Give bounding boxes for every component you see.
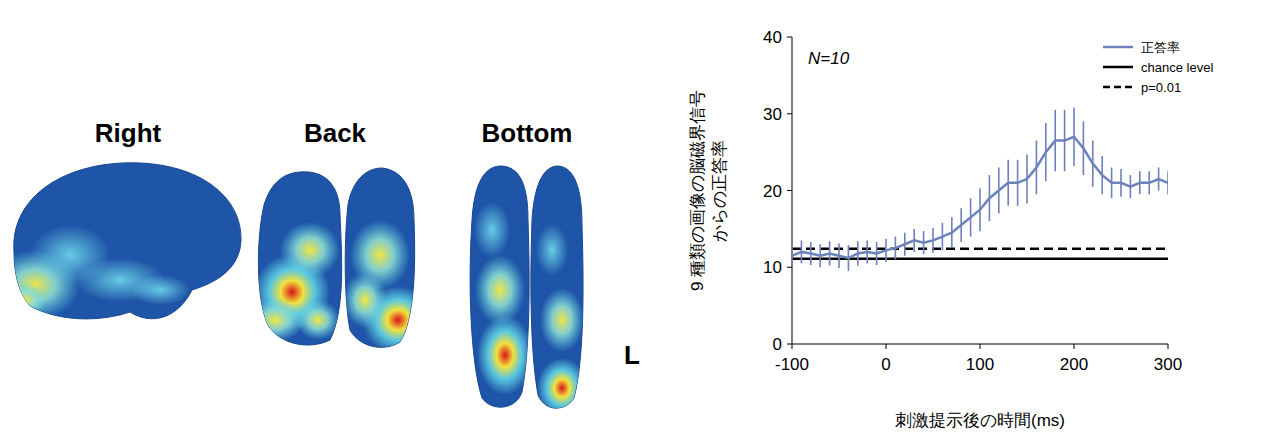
hemisphere-label: L [624, 340, 640, 370]
plot-area [792, 108, 1168, 271]
x-tick-label: -100 [775, 355, 809, 374]
activation-blob [540, 288, 584, 352]
y-tick [787, 267, 792, 268]
annotation: N=10 [808, 49, 850, 68]
x-axis-title: 刺激提示後の時間(ms) [895, 411, 1065, 430]
activation-blob [474, 202, 510, 258]
x-tick-label: 100 [966, 355, 994, 374]
activation-blob [280, 222, 340, 278]
x-tick-label: 200 [1060, 355, 1088, 374]
x-tick-label: 0 [881, 355, 890, 374]
legend-label: chance level [1141, 60, 1213, 75]
x-tick [886, 344, 887, 349]
activation-blob [343, 272, 387, 328]
view-label: Back [304, 118, 367, 148]
legend: 正答率 chance level p=0.01 [1103, 40, 1213, 95]
y-tick [787, 190, 792, 191]
x-tick [1074, 344, 1075, 349]
legend-label: p=0.01 [1141, 80, 1181, 95]
x-tick [980, 344, 981, 349]
view-label: Right [95, 118, 162, 148]
activation-blob [536, 224, 568, 276]
legend-swatch [1103, 66, 1133, 69]
legend-swatch [1103, 86, 1133, 89]
y-tick-label: 40 [763, 28, 782, 47]
brain-bottom-left [470, 166, 533, 407]
brain-back-right [343, 168, 434, 354]
y-tick-label: 10 [763, 258, 782, 277]
view-label: Bottom [482, 118, 573, 148]
legend-swatch [1103, 46, 1133, 49]
series-line [792, 137, 1168, 258]
activation-blob [477, 315, 533, 395]
brain-back-left [245, 172, 342, 345]
x-tick-label: 300 [1154, 355, 1182, 374]
activation-blob [296, 300, 340, 340]
y-tick [787, 344, 792, 345]
activation-blob [537, 358, 587, 418]
axes: 010203040-1000100200300 [763, 28, 1182, 374]
x-tick [1168, 344, 1169, 349]
y-tick-label: 0 [773, 335, 782, 354]
y-tick [787, 37, 792, 38]
legend-label: 正答率 [1141, 40, 1180, 55]
figure: RightBackBottomL010203040-1000100200300刺… [0, 0, 1272, 438]
brain-bottom-right [531, 166, 587, 418]
y-axis-title: 9 種類の画像の脳磁界信号からの正答率 [688, 90, 729, 291]
x-tick [792, 344, 793, 349]
y-tick-label: 30 [763, 105, 782, 124]
activation-blob [130, 275, 190, 305]
y-tick-label: 20 [763, 182, 782, 201]
brain-right-view [0, 163, 241, 320]
y-tick [787, 113, 792, 114]
activation-blob [3, 282, 47, 318]
activation-blob [475, 255, 525, 325]
